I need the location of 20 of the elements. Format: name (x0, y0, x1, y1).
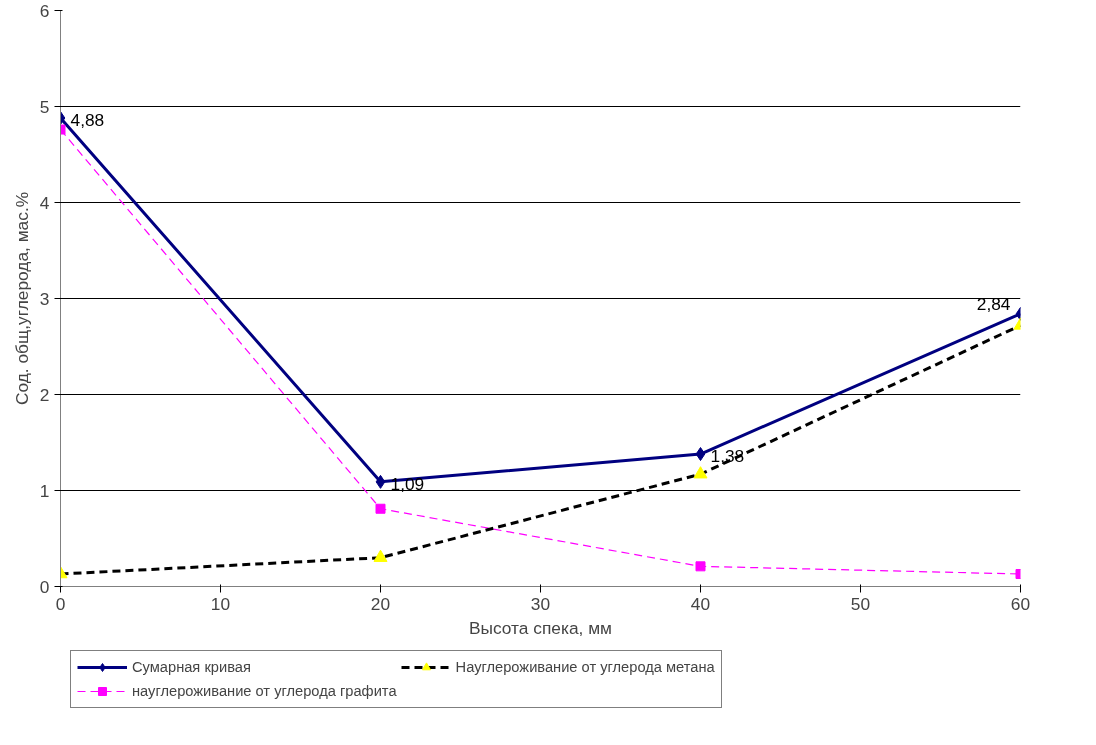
x-tick-label: 0 (55, 593, 66, 614)
legend-label: науглероживание от углерода графита (132, 683, 397, 699)
x-tick-label: 50 (850, 593, 871, 614)
y-axis-title: Сод. общ,углерода, мас.% (11, 191, 32, 406)
y-tick-label: 1 (39, 480, 50, 501)
legend-label: Науглероживание от углерода метана (455, 659, 715, 675)
legend-label: Сумарная кривая (132, 659, 251, 675)
data-label: 4,88 (70, 110, 105, 131)
x-tick-label: 20 (370, 593, 391, 614)
y-tick-label: 2 (39, 384, 50, 405)
y-tick-label: 3 (39, 288, 50, 309)
x-tick-label: 30 (530, 593, 551, 614)
x-axis-title: Высота спека, мм (468, 617, 613, 638)
y-tick-label: 0 (39, 576, 50, 597)
y-tick-label: 5 (39, 96, 50, 117)
x-tick-label: 10 (210, 593, 231, 614)
y-tick-label: 4 (39, 192, 50, 213)
x-tick-label: 60 (1010, 593, 1031, 614)
x-tick-label: 40 (690, 593, 711, 614)
y-tick-label: 6 (39, 0, 50, 21)
